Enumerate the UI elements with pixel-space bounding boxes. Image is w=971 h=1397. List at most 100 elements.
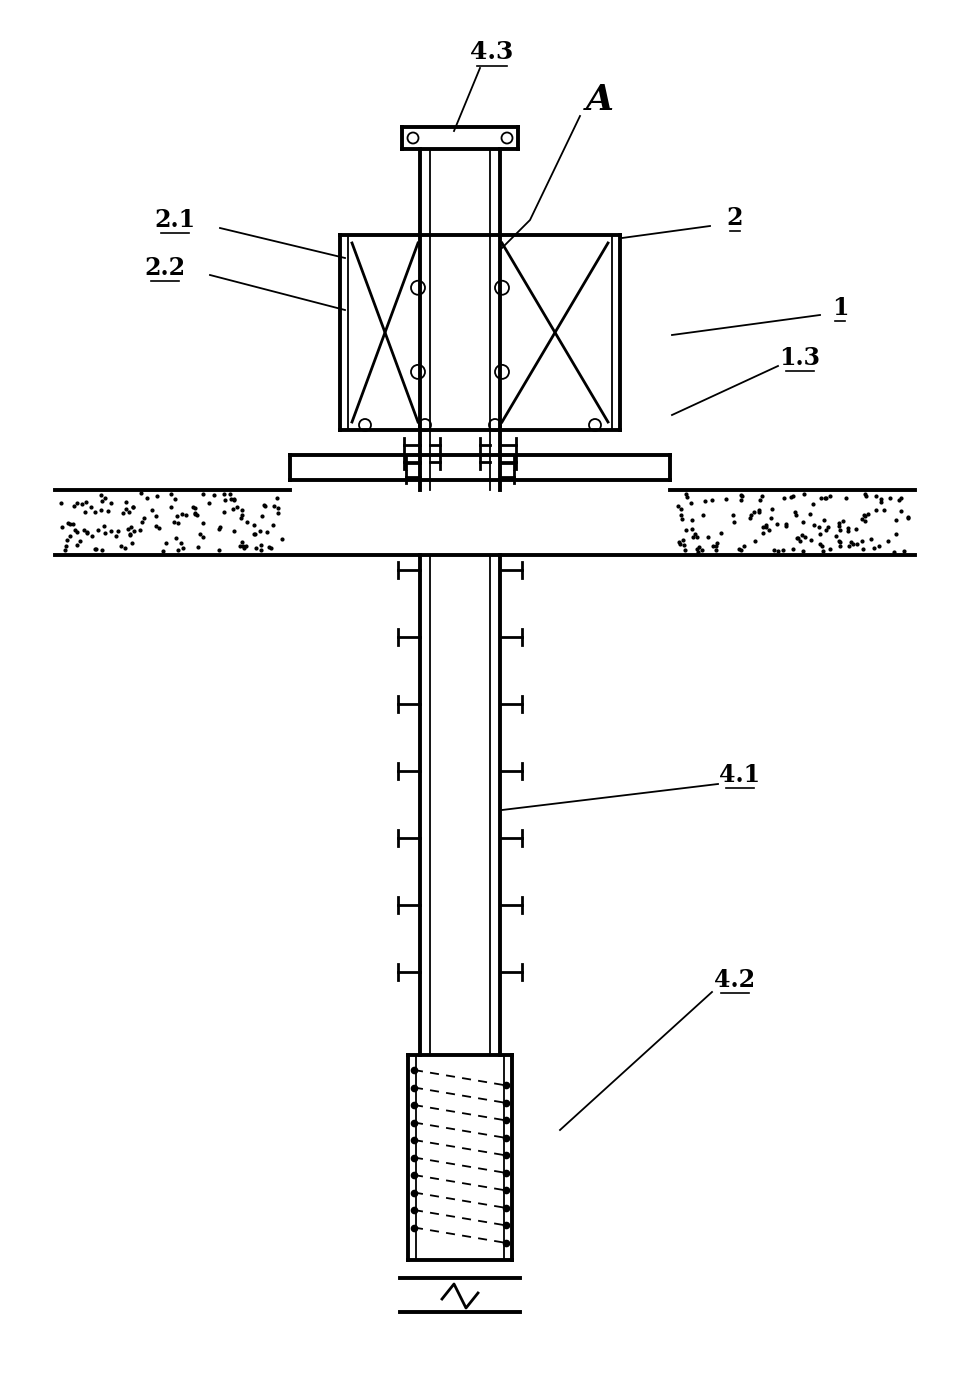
Point — [179, 503, 194, 525]
Point — [733, 483, 749, 506]
Point — [234, 531, 250, 553]
Point — [686, 527, 701, 549]
Point — [752, 489, 767, 511]
Point — [84, 525, 99, 548]
Point — [718, 488, 733, 510]
Point — [676, 528, 691, 550]
Point — [695, 504, 711, 527]
Point — [672, 531, 687, 553]
Point — [819, 486, 834, 509]
Point — [253, 539, 269, 562]
Point — [114, 535, 129, 557]
Point — [65, 513, 81, 535]
Point — [725, 504, 741, 527]
Point — [67, 520, 83, 542]
Point — [59, 528, 75, 550]
Point — [832, 531, 848, 553]
Point — [863, 528, 879, 550]
Point — [783, 486, 798, 509]
Point — [256, 495, 272, 517]
Point — [70, 492, 85, 514]
Point — [755, 521, 771, 543]
Point — [74, 493, 89, 515]
Point — [100, 500, 116, 522]
Point — [687, 524, 703, 546]
Point — [733, 539, 749, 562]
Point — [812, 532, 827, 555]
Point — [167, 511, 183, 534]
Point — [158, 532, 174, 555]
Point — [175, 536, 190, 559]
Point — [229, 496, 245, 518]
Point — [766, 539, 782, 562]
Point — [680, 486, 695, 509]
Point — [104, 492, 119, 514]
Point — [868, 485, 884, 507]
Point — [748, 529, 763, 552]
Point — [831, 511, 847, 534]
Point — [90, 520, 106, 542]
Point — [169, 504, 184, 527]
Point — [132, 520, 148, 542]
Point — [708, 539, 723, 562]
Point — [190, 535, 206, 557]
Point — [697, 490, 713, 513]
Point — [856, 510, 872, 532]
Point — [226, 489, 242, 511]
Point — [186, 497, 202, 520]
Point — [195, 483, 211, 506]
Point — [249, 536, 264, 559]
Point — [779, 513, 794, 535]
Point — [893, 486, 909, 509]
Point — [145, 499, 160, 521]
Point — [109, 524, 124, 546]
Point — [192, 522, 208, 545]
Point — [790, 527, 806, 549]
Point — [234, 504, 250, 527]
Point — [77, 500, 92, 522]
Point — [212, 518, 227, 541]
Point — [236, 536, 251, 559]
Point — [149, 514, 164, 536]
Point — [775, 539, 790, 562]
Point — [841, 535, 856, 557]
Point — [795, 541, 811, 563]
Point — [187, 502, 203, 524]
Point — [742, 507, 757, 529]
Point — [94, 539, 110, 562]
Point — [196, 525, 212, 548]
Point — [743, 504, 758, 527]
Point — [93, 483, 109, 506]
Point — [819, 518, 834, 541]
Point — [167, 488, 183, 510]
Point — [57, 539, 73, 562]
Point — [168, 527, 184, 549]
Point — [684, 509, 699, 531]
Point — [93, 499, 109, 521]
Point — [814, 486, 829, 509]
Point — [797, 525, 813, 548]
Text: 4.2: 4.2 — [715, 968, 755, 992]
Point — [802, 503, 818, 525]
Point — [175, 503, 190, 525]
Point — [53, 492, 69, 514]
Point — [225, 497, 241, 520]
Point — [120, 518, 136, 541]
Point — [850, 532, 865, 555]
Point — [786, 485, 801, 507]
Point — [858, 485, 874, 507]
Point — [844, 531, 859, 553]
Point — [270, 488, 285, 510]
Text: 1.3: 1.3 — [780, 346, 820, 370]
Point — [79, 492, 94, 514]
Point — [733, 489, 749, 511]
Point — [706, 534, 721, 556]
Point — [786, 538, 801, 560]
Point — [896, 541, 912, 563]
Point — [151, 517, 167, 539]
Point — [806, 514, 821, 536]
Point — [788, 504, 804, 527]
Point — [900, 507, 916, 529]
Point — [201, 492, 217, 514]
Point — [822, 485, 838, 507]
